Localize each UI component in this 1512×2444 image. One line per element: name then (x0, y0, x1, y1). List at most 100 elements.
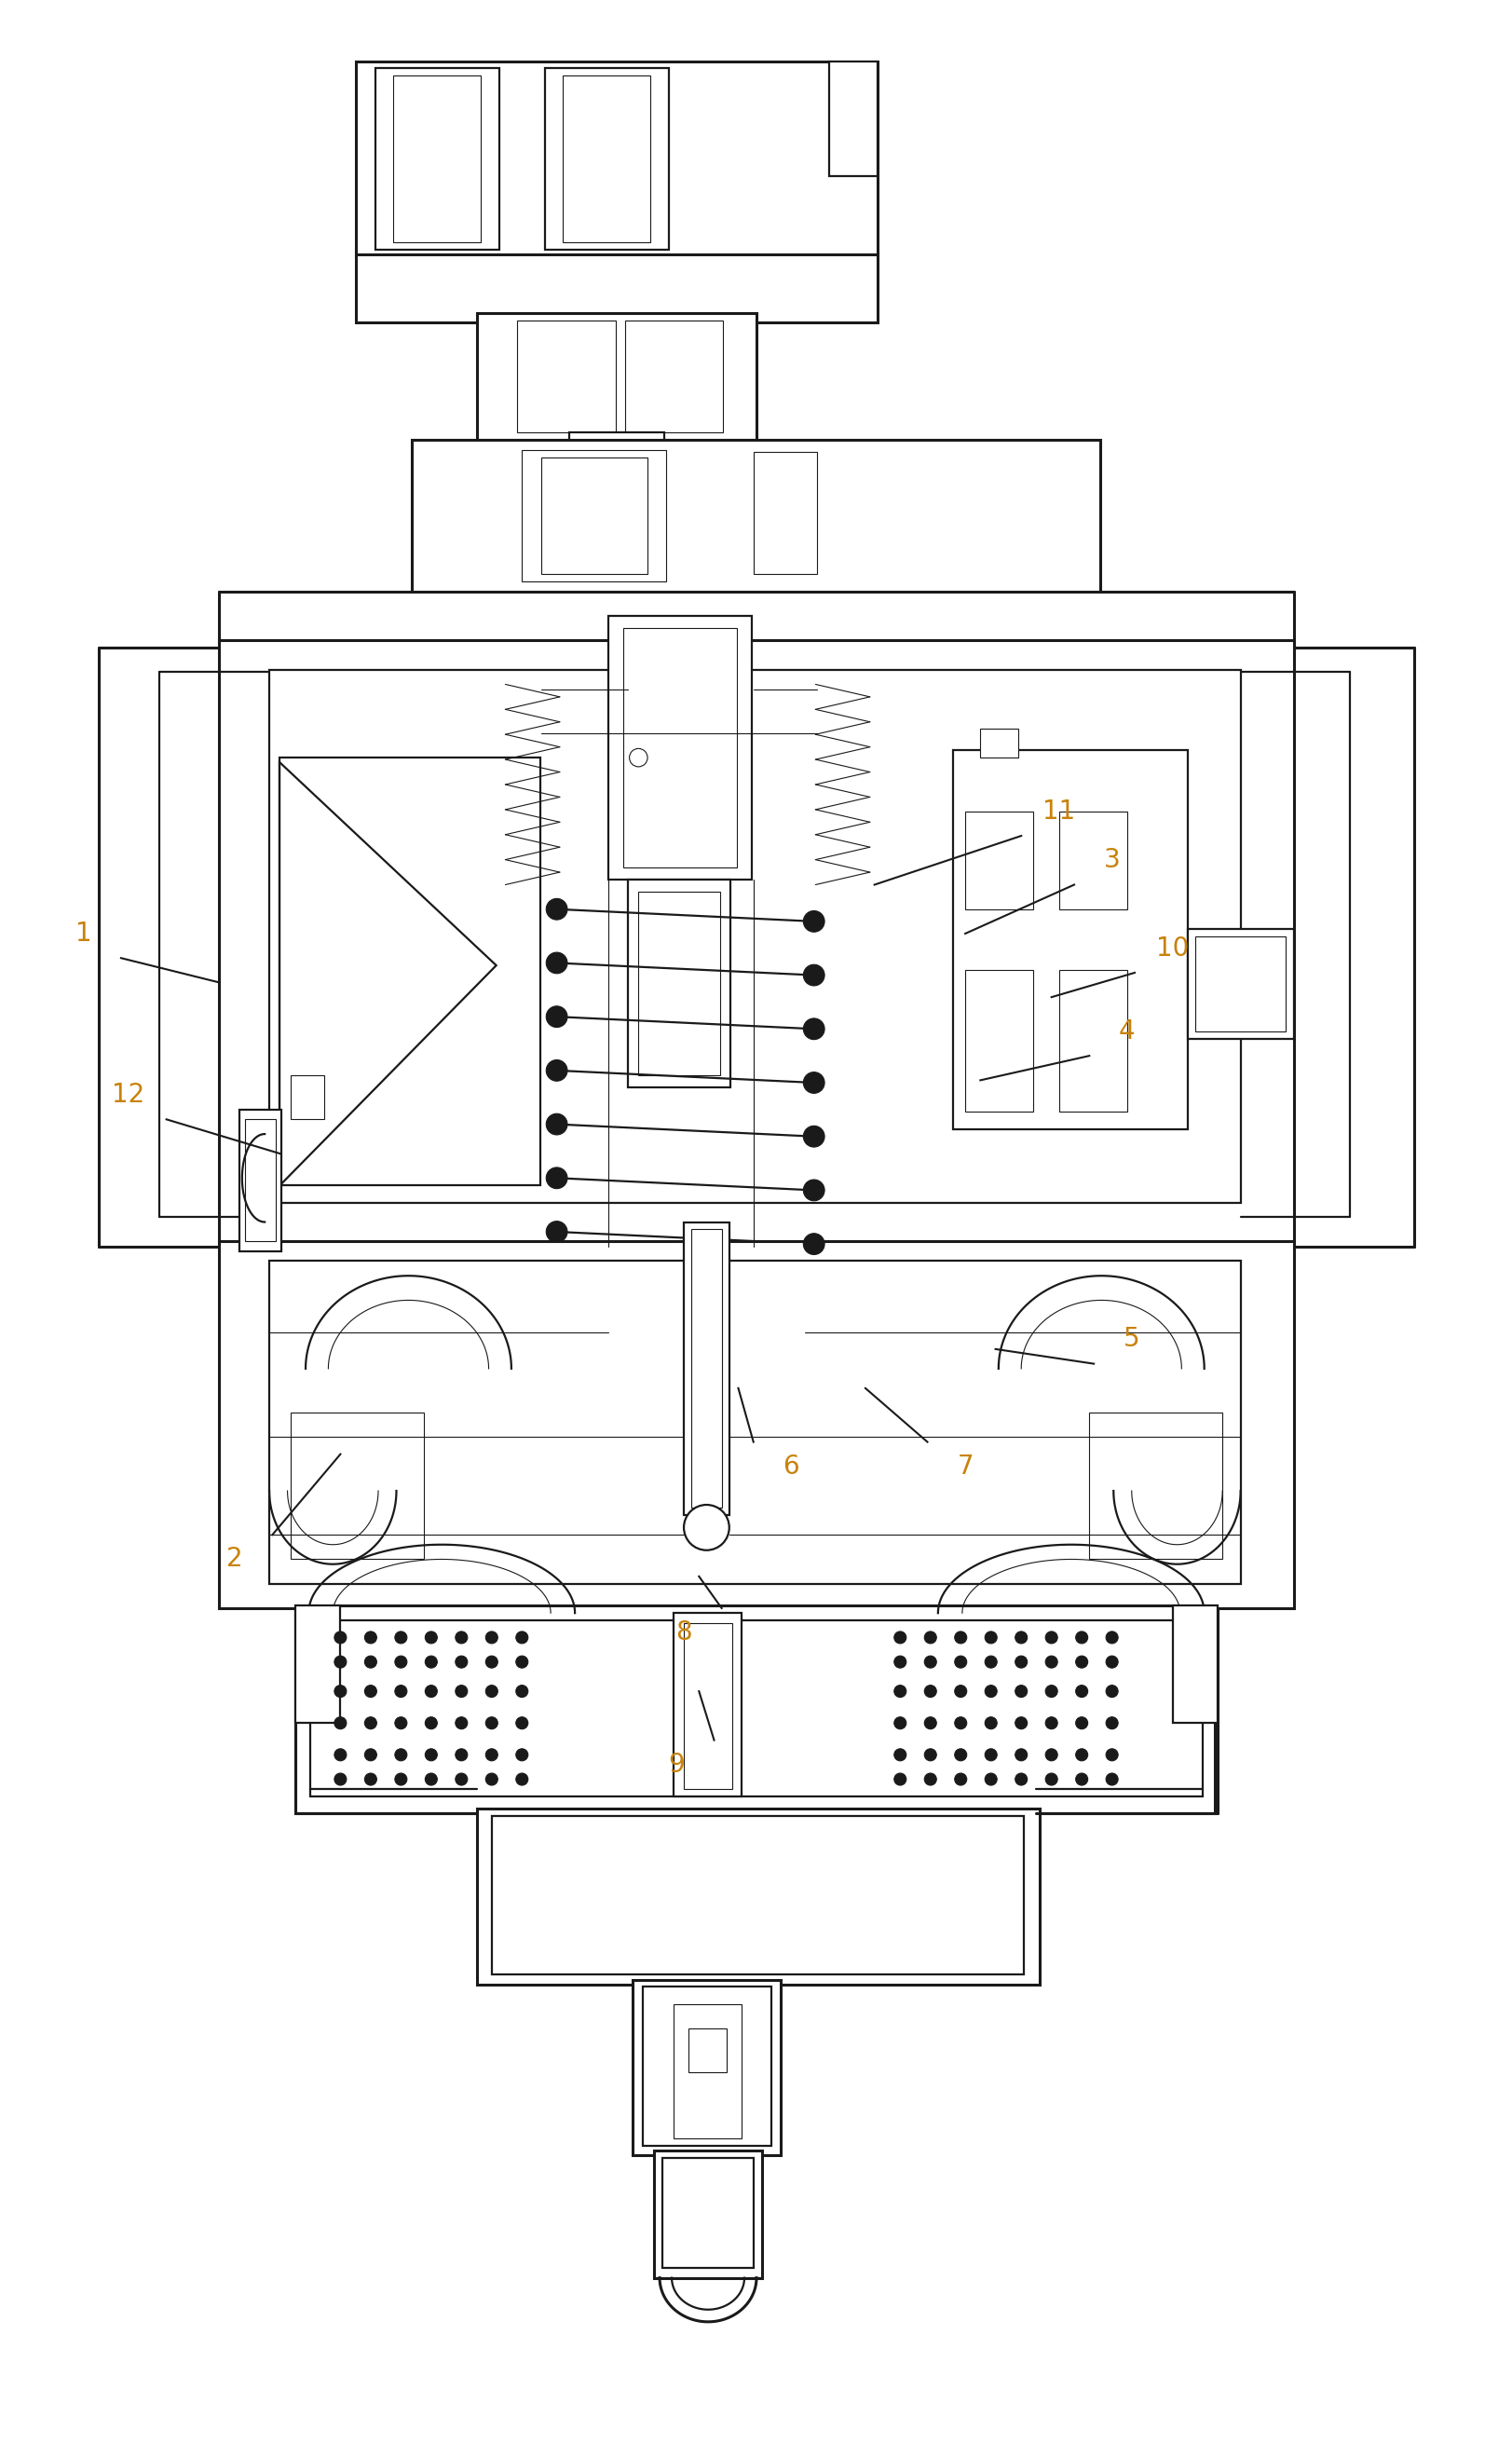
Bar (627, 880, 730, 1088)
Ellipse shape (334, 1750, 346, 1760)
Bar (295, 1606, 1214, 1813)
Text: 9: 9 (668, 1752, 683, 1777)
Bar (1058, 811, 1126, 909)
Bar (683, 1222, 729, 1515)
Bar (608, 616, 751, 880)
Ellipse shape (954, 1750, 966, 1760)
Ellipse shape (1105, 1774, 1117, 1784)
Ellipse shape (1045, 1750, 1057, 1760)
Ellipse shape (1075, 1686, 1087, 1696)
Bar (688, 2029, 726, 2073)
Text: 5: 5 (1123, 1327, 1139, 1352)
Ellipse shape (546, 899, 567, 919)
Bar (643, 1987, 771, 2146)
Ellipse shape (954, 1657, 966, 1667)
Ellipse shape (1015, 1633, 1027, 1642)
Ellipse shape (1045, 1633, 1057, 1642)
Text: 4: 4 (1119, 1019, 1134, 1044)
Ellipse shape (546, 953, 567, 973)
Ellipse shape (803, 1127, 824, 1146)
Text: 1: 1 (76, 921, 91, 946)
Ellipse shape (425, 1718, 437, 1728)
Bar (562, 76, 650, 242)
Ellipse shape (395, 1633, 407, 1642)
Ellipse shape (395, 1686, 407, 1696)
Ellipse shape (334, 1686, 346, 1696)
Ellipse shape (1105, 1633, 1117, 1642)
Ellipse shape (550, 1012, 562, 1022)
Ellipse shape (924, 1686, 936, 1696)
Ellipse shape (364, 1657, 376, 1667)
Ellipse shape (803, 912, 824, 931)
Bar (280, 758, 540, 1185)
Ellipse shape (485, 1633, 497, 1642)
Bar (1187, 929, 1293, 1039)
Ellipse shape (334, 1774, 346, 1784)
Ellipse shape (984, 1718, 996, 1728)
Ellipse shape (550, 1119, 562, 1129)
Ellipse shape (924, 1657, 936, 1667)
Bar (290, 1413, 423, 1559)
Ellipse shape (334, 1718, 346, 1728)
Ellipse shape (546, 1061, 567, 1080)
Bar (269, 1261, 1240, 1584)
Ellipse shape (425, 1750, 437, 1760)
Ellipse shape (894, 1718, 906, 1728)
Bar (375, 68, 499, 249)
Bar (980, 728, 1018, 758)
Ellipse shape (395, 1774, 407, 1784)
Bar (632, 1980, 780, 2156)
Ellipse shape (984, 1686, 996, 1696)
Ellipse shape (1105, 1718, 1117, 1728)
Ellipse shape (1015, 1718, 1027, 1728)
Ellipse shape (485, 1657, 497, 1667)
Ellipse shape (455, 1657, 467, 1667)
Ellipse shape (485, 1686, 497, 1696)
Bar (965, 970, 1033, 1112)
Ellipse shape (395, 1718, 407, 1728)
Ellipse shape (894, 1750, 906, 1760)
Ellipse shape (425, 1774, 437, 1784)
Ellipse shape (425, 1633, 437, 1642)
Ellipse shape (364, 1686, 376, 1696)
Ellipse shape (485, 1774, 497, 1784)
Text: 2: 2 (227, 1547, 242, 1571)
Bar (753, 452, 816, 574)
Ellipse shape (550, 958, 562, 968)
Ellipse shape (924, 1633, 936, 1642)
Ellipse shape (1015, 1657, 1027, 1667)
Ellipse shape (894, 1633, 906, 1642)
Ellipse shape (1105, 1750, 1117, 1760)
Ellipse shape (954, 1774, 966, 1784)
Bar (269, 670, 1240, 1202)
Bar (517, 320, 615, 433)
Ellipse shape (803, 1234, 824, 1254)
Ellipse shape (1105, 1686, 1117, 1696)
Ellipse shape (1015, 1774, 1027, 1784)
Ellipse shape (803, 965, 824, 985)
Bar (219, 1242, 1293, 1608)
Ellipse shape (425, 1657, 437, 1667)
Ellipse shape (395, 1750, 407, 1760)
Bar (569, 433, 664, 501)
Bar (355, 61, 877, 257)
Ellipse shape (1045, 1774, 1057, 1784)
Bar (522, 450, 665, 582)
Ellipse shape (954, 1633, 966, 1642)
Ellipse shape (803, 1073, 824, 1092)
Ellipse shape (984, 1750, 996, 1760)
Text: 11: 11 (1042, 799, 1075, 824)
Ellipse shape (954, 1718, 966, 1728)
Bar (541, 457, 647, 574)
Text: 10: 10 (1155, 936, 1188, 960)
Ellipse shape (803, 1180, 824, 1200)
Bar (662, 2158, 753, 2268)
Ellipse shape (1015, 1686, 1027, 1696)
Bar (355, 254, 877, 323)
Ellipse shape (1075, 1657, 1087, 1667)
Ellipse shape (516, 1686, 528, 1696)
Ellipse shape (984, 1633, 996, 1642)
Bar (295, 1606, 340, 1723)
Bar (290, 1075, 324, 1119)
Text: 12: 12 (112, 1083, 145, 1107)
